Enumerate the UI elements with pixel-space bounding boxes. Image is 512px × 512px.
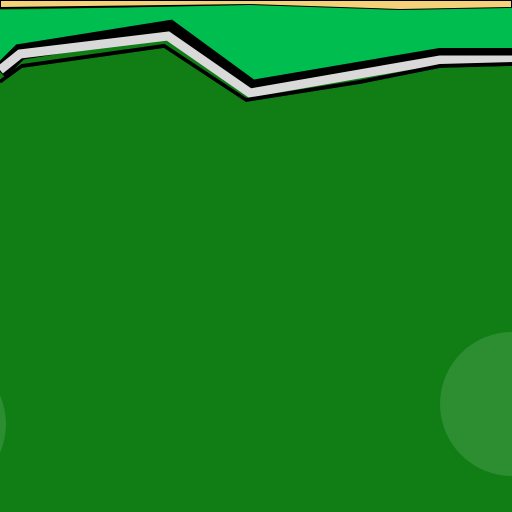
border-inner-outline: [0, 43, 512, 103]
stone-border: [0, 31, 512, 98]
light-green-lawn: [0, 5, 512, 88]
left-touch-button[interactable]: [0, 352, 6, 496]
dark-green-field: [0, 48, 512, 512]
right-touch-button[interactable]: [440, 332, 512, 476]
